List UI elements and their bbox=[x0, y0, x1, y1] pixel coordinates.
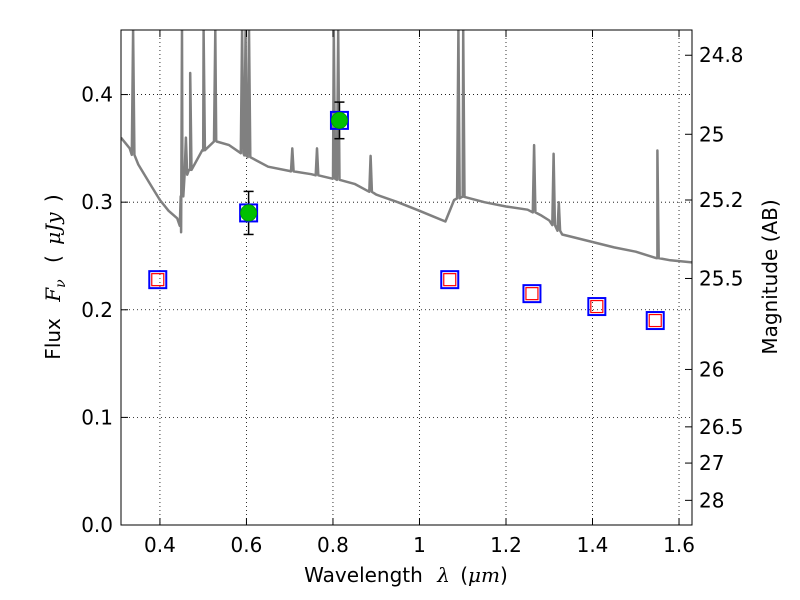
model-square bbox=[440, 270, 460, 290]
plot-frame bbox=[120, 29, 693, 526]
y2-tick-label: 24.8 bbox=[699, 43, 744, 67]
x-tick-label: 0.4 bbox=[144, 533, 176, 557]
x-axis-label-open: ( bbox=[460, 563, 468, 587]
y2-tick-label: 26.5 bbox=[699, 415, 744, 439]
model-square bbox=[587, 297, 607, 317]
y-axis-label-subscript: ν bbox=[53, 279, 69, 288]
y-axis-label-prefix: Flux bbox=[41, 318, 65, 360]
detection-point bbox=[240, 204, 258, 222]
photometry-series bbox=[148, 101, 665, 331]
y-axis-label: Flux Fν ( μJy ) bbox=[41, 194, 70, 359]
x-axis-label-close: ) bbox=[500, 563, 508, 587]
y2-tick-label: 25.2 bbox=[699, 188, 744, 212]
upper-limit-marker bbox=[151, 273, 165, 287]
y-tick-label: 0.1 bbox=[81, 405, 113, 429]
grid bbox=[121, 30, 692, 526]
x-axis-label-prefix: Wavelength bbox=[304, 563, 423, 587]
x-tick-label: 1.6 bbox=[663, 533, 695, 557]
y2-tick-label: 25 bbox=[699, 122, 724, 146]
y2-tick-label: 27 bbox=[699, 451, 724, 475]
y2-tick-label: 25.5 bbox=[699, 266, 744, 290]
y-tick-label: 0.0 bbox=[81, 513, 113, 537]
y-axis-label-close: ) bbox=[41, 194, 65, 202]
y-tick-label: 0.4 bbox=[81, 83, 113, 107]
axis-ticks: 0.4 0.6 0.8 1 1.2 1.4 1.6 0.0 0.1 0.2 0.3 0.4 24.8 25… bbox=[81, 30, 744, 557]
x-tick-label: 1 bbox=[413, 533, 426, 557]
y-axis-label-unit: μJy bbox=[41, 212, 65, 245]
x-tick-label: 1.2 bbox=[490, 533, 522, 557]
x-axis-label: Wavelength λ (μm) bbox=[304, 563, 508, 587]
upper-limit-marker bbox=[443, 273, 457, 287]
y-axis-label-symbol: F bbox=[41, 287, 65, 303]
y2-tick-label: 26 bbox=[699, 357, 724, 381]
model-square bbox=[148, 270, 168, 290]
spectrum-series bbox=[121, 30, 692, 264]
x-axis-label-symbol: λ bbox=[436, 563, 450, 587]
x-axis-label-unit: μm bbox=[468, 563, 500, 587]
upper-limit-marker bbox=[590, 299, 604, 314]
y-tick-label: 0.2 bbox=[81, 298, 113, 322]
x-tick-label: 0.8 bbox=[317, 533, 349, 557]
model-square bbox=[522, 284, 542, 304]
y-axis-label-open: ( bbox=[41, 255, 65, 263]
y-tick-label: 0.3 bbox=[81, 190, 113, 214]
x-tick-label: 1.4 bbox=[577, 533, 609, 557]
x-tick-label: 0.6 bbox=[231, 533, 263, 557]
detection-point bbox=[330, 111, 348, 129]
upper-limit-marker bbox=[525, 287, 539, 301]
upper-limit-marker bbox=[648, 313, 662, 328]
y2-tick-label: 28 bbox=[699, 488, 724, 512]
spectrum-line bbox=[121, 30, 692, 264]
model-square bbox=[645, 311, 665, 331]
y2-axis-label: Magnitude (AB) bbox=[758, 199, 782, 354]
